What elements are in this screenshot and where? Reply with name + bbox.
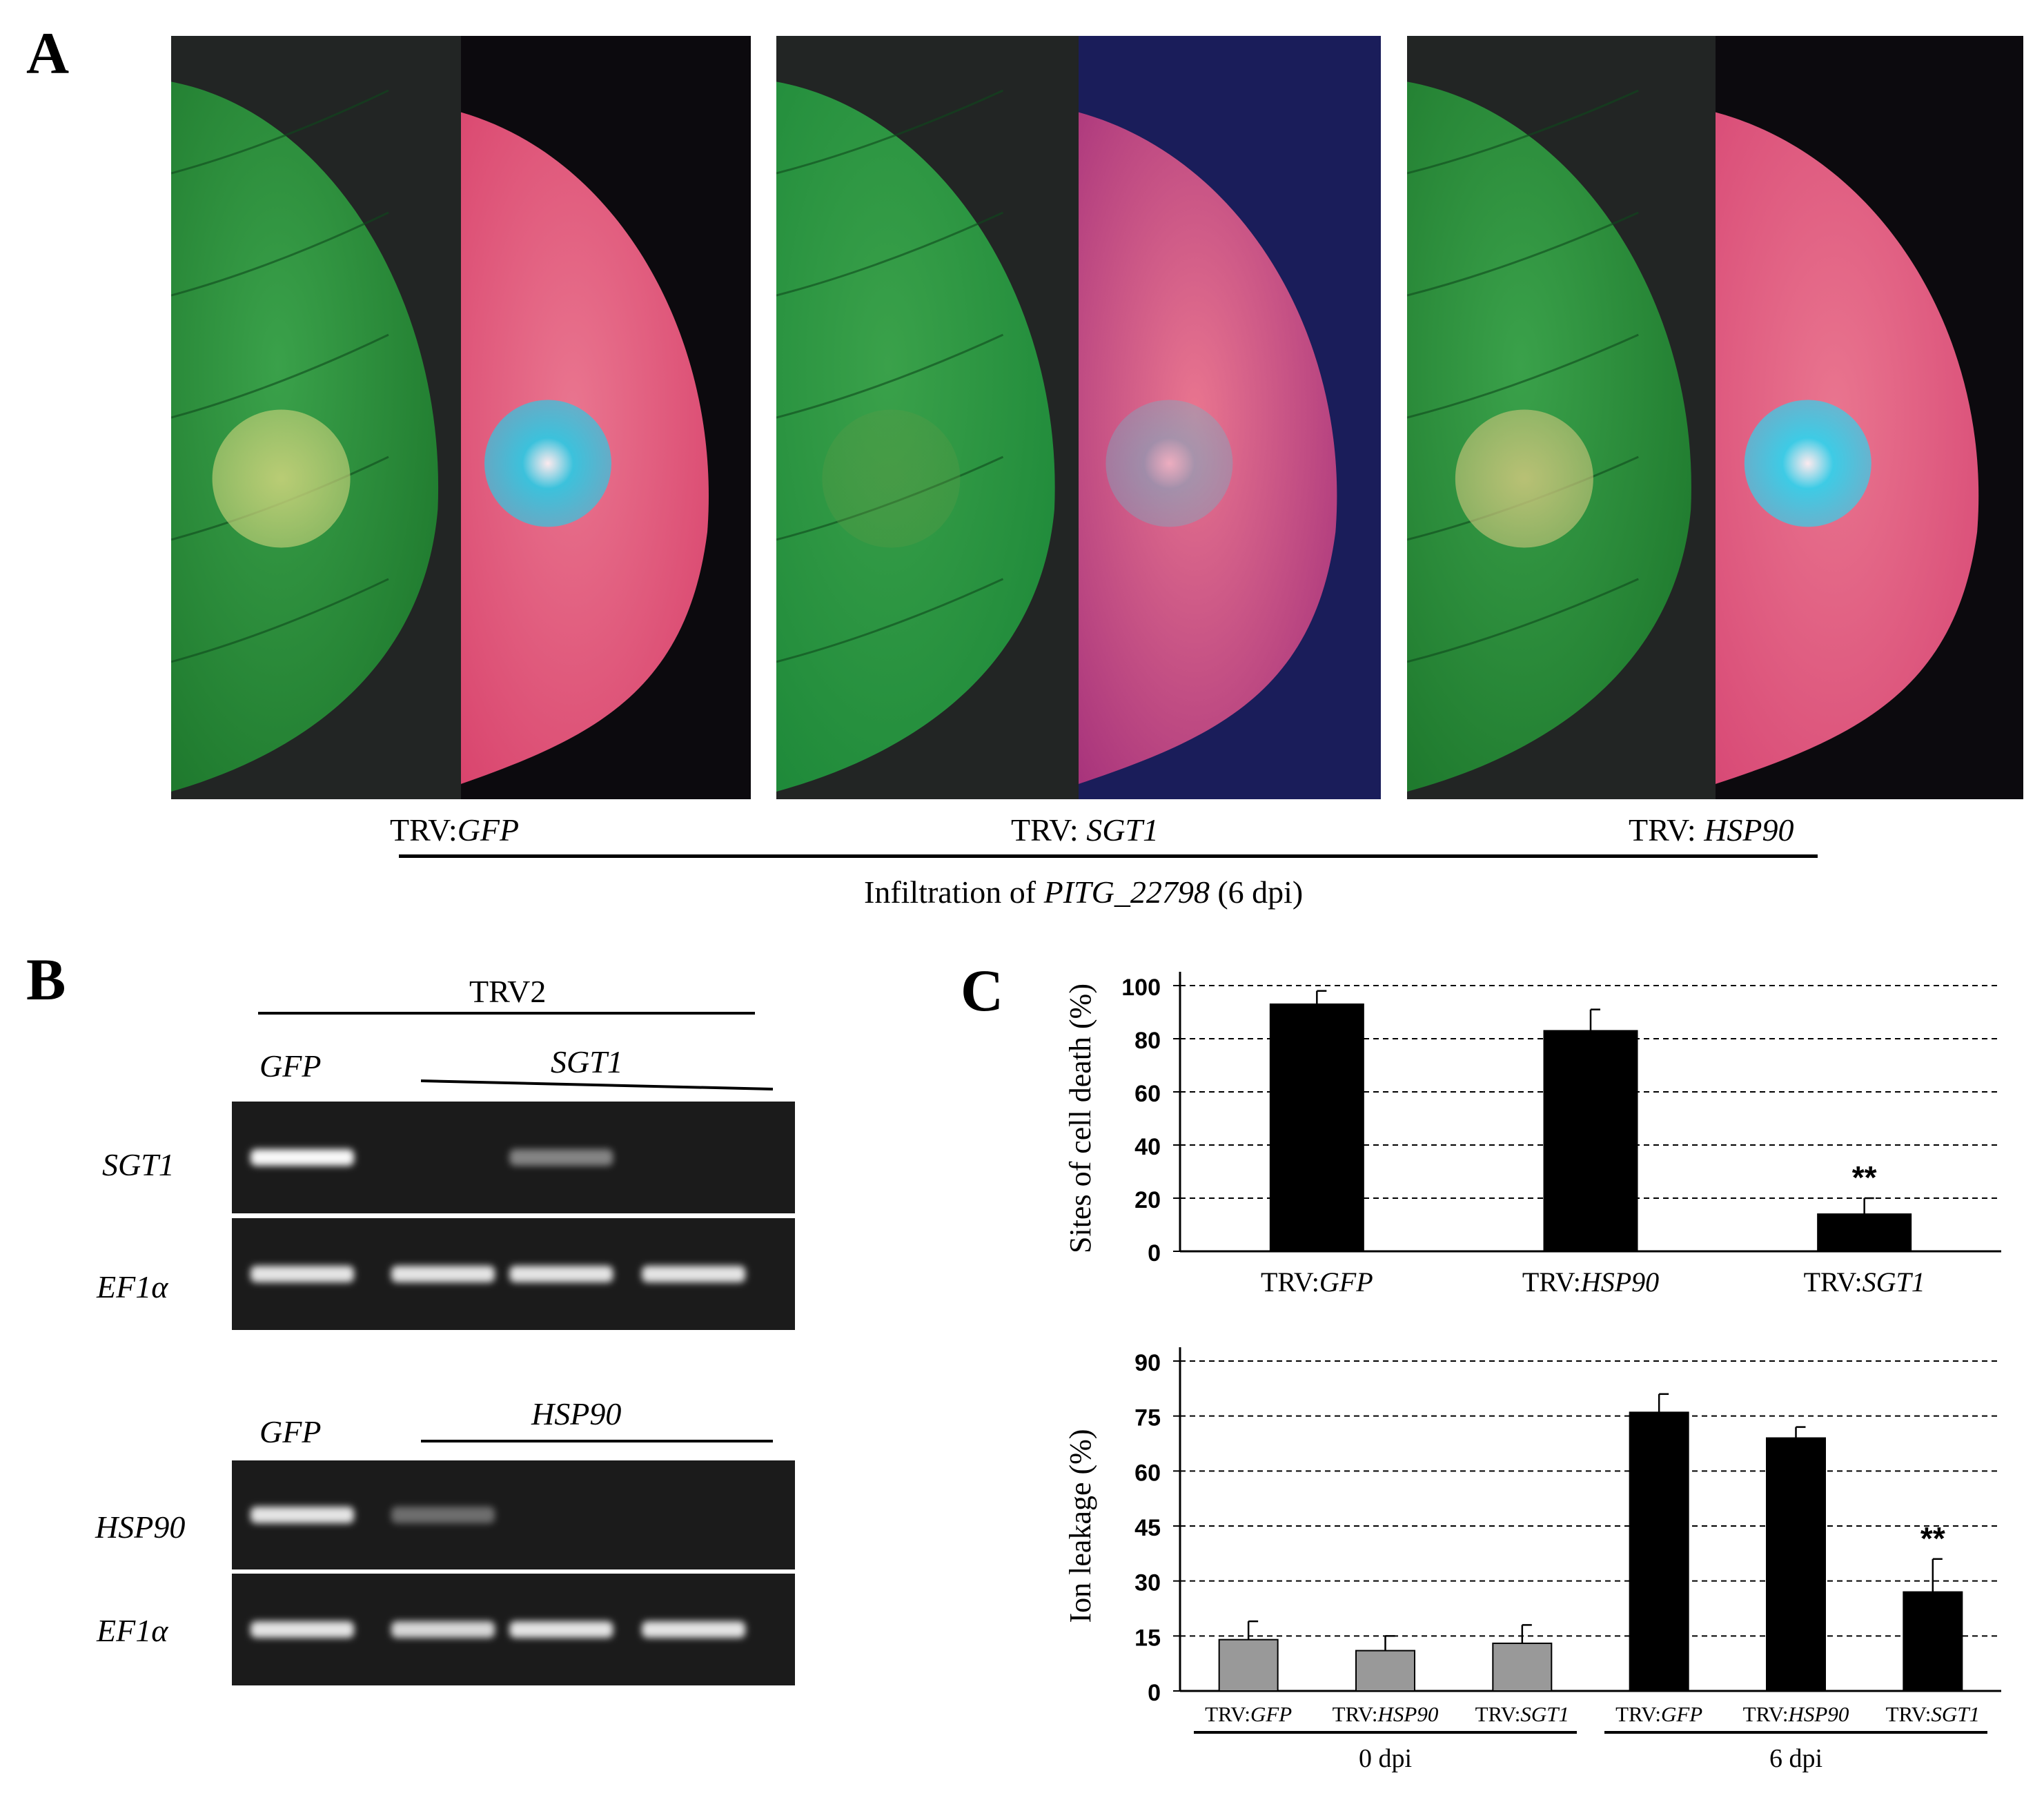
photo-trv-hsp90 [1407, 36, 2023, 799]
panel-c-letter: C [961, 957, 1004, 1024]
bar [1903, 1591, 1963, 1692]
group-label: 6 dpi [1769, 1744, 1822, 1773]
gel-sgt1 [232, 1102, 795, 1213]
photo-trv-sgt1 [776, 36, 1381, 799]
gel-row-label-ef1a-top: EF1α [97, 1269, 168, 1304]
bar [1355, 1650, 1415, 1692]
gel-band [391, 1621, 495, 1638]
y-tick-label: 60 [1134, 1460, 1161, 1486]
top-gfp-lane-label: GFP [259, 1048, 322, 1084]
gel-row-label-sgt1: SGT1 [102, 1147, 175, 1182]
bar [1492, 1642, 1553, 1692]
trv2-label: TRV2 [469, 974, 547, 1009]
y-tick-label: 40 [1134, 1134, 1161, 1160]
panel-b-letter: B [26, 946, 66, 1012]
group-label: 0 dpi [1359, 1744, 1412, 1773]
lesion-uv [1744, 400, 1871, 527]
y-tick-label: 15 [1134, 1625, 1161, 1651]
leaf-vein [1407, 211, 1639, 297]
gel-ef1a-top [232, 1218, 795, 1330]
top-sgt1-lane-label: SGT1 [551, 1044, 623, 1079]
gel-band [509, 1621, 613, 1638]
bottom-hsp90-line [421, 1440, 773, 1442]
trv2-line [258, 1012, 755, 1015]
x-tick-label: TRV:HSP90 [1743, 1702, 1849, 1726]
leaf-vein [171, 578, 389, 663]
panel-a-caption: Infiltration of PITG_22798 (6 dpi) [864, 874, 1304, 910]
leaf-vein [776, 578, 1004, 663]
leaf-vein [1407, 333, 1639, 419]
label-trv-sgt1: TRV: SGT1 [1011, 812, 1159, 848]
lesion-visible [822, 409, 961, 548]
gel-band [250, 1266, 354, 1282]
significance-marker: ** [1852, 1160, 1877, 1195]
gel-band [642, 1266, 746, 1282]
y-tick-label: 75 [1134, 1405, 1161, 1431]
x-tick-label: TRV:SGT1 [1475, 1702, 1569, 1726]
y-tick-label: 45 [1134, 1515, 1161, 1541]
bar [1269, 1003, 1364, 1252]
gel-band [509, 1149, 613, 1166]
leaf-vein [776, 211, 1004, 297]
x-tick-label: TRV:HSP90 [1522, 1266, 1659, 1298]
leaf-vein [171, 333, 389, 419]
lesion-visible [1455, 409, 1593, 548]
gel-band [391, 1266, 495, 1282]
y-tick-label: 0 [1148, 1680, 1161, 1706]
significance-marker: ** [1920, 1520, 1945, 1556]
panel-a-bracket-line [399, 854, 1818, 858]
gel-row-label-hsp90: HSP90 [95, 1509, 186, 1545]
x-tick-label: TRV:GFP [1615, 1702, 1702, 1726]
y-tick-label: 100 [1121, 975, 1161, 1001]
gel-band [642, 1621, 746, 1638]
gel-row-label-ef1a-bottom: EF1α [97, 1613, 168, 1648]
bar [1817, 1213, 1912, 1253]
y-axis-label: Sites of cell death (%) [1063, 984, 1097, 1253]
chart-sites-of-cell-death: 0 20 40 60 80 100 Sites of cell death (%) TRV:G… [1063, 972, 2001, 1298]
bottom-gfp-lane-label: GFP [259, 1414, 322, 1449]
y-tick-label: 80 [1134, 1028, 1161, 1054]
y-axis-label: Ion leakage (%) [1063, 1429, 1097, 1623]
bar [1766, 1437, 1826, 1692]
lesion-visible [212, 409, 351, 548]
bar [1543, 1030, 1638, 1252]
x-tick-label: TRV:SGT1 [1804, 1266, 1925, 1298]
label-trv-gfp: TRV:GFP [390, 812, 520, 848]
top-sgt1-line [421, 1079, 774, 1090]
y-tick-label: 30 [1134, 1570, 1161, 1596]
gel-band [250, 1149, 354, 1166]
gel-band [250, 1507, 354, 1523]
lesion-uv [1105, 400, 1233, 527]
gel-band [391, 1507, 495, 1523]
leaf-vein [1407, 89, 1639, 175]
y-tick-label: 20 [1134, 1187, 1161, 1213]
photo-trv-gfp [171, 36, 751, 799]
bottom-hsp90-lane-label: HSP90 [531, 1396, 622, 1431]
y-tick-label: 0 [1148, 1240, 1161, 1266]
panel-a-letter: A [26, 20, 70, 86]
leaf-vein [1407, 578, 1639, 663]
x-tick-label: TRV:GFP [1205, 1702, 1292, 1726]
gel-band [509, 1266, 613, 1282]
chart-ion-leakage: 0 15 30 45 60 75 90 Ion leakage (%) TRV:GFP TRV:H… [1063, 1347, 2001, 1773]
x-tick-label: TRV:GFP [1261, 1266, 1373, 1298]
leaf-vein [776, 333, 1004, 419]
x-tick-label: TRV:SGT1 [1886, 1702, 1980, 1726]
bar [1629, 1411, 1689, 1692]
leaf-vein [171, 211, 389, 297]
lesion-uv [484, 400, 611, 527]
gel-ef1a-bottom [232, 1574, 795, 1685]
leaf-vein [776, 89, 1004, 175]
bar [1218, 1638, 1279, 1692]
x-tick-label: TRV:HSP90 [1333, 1702, 1439, 1726]
gel-hsp90 [232, 1460, 795, 1569]
y-tick-label: 90 [1134, 1350, 1161, 1376]
gel-band [250, 1621, 354, 1638]
y-tick-label: 60 [1134, 1081, 1161, 1107]
label-trv-hsp90: TRV: HSP90 [1629, 812, 1794, 848]
leaf-vein [171, 89, 389, 175]
